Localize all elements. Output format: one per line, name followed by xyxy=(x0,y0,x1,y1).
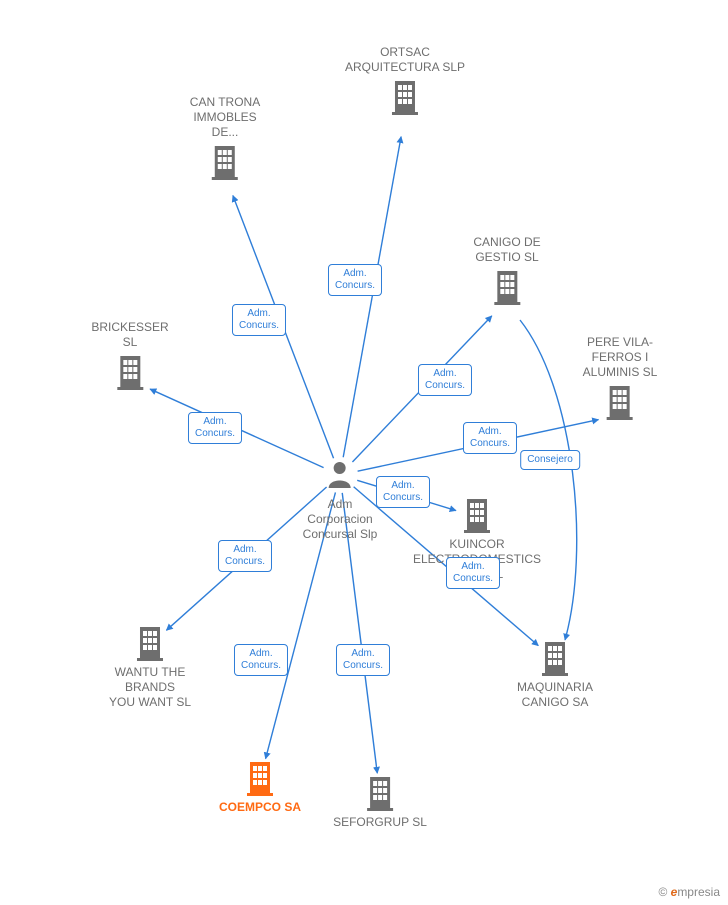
node-wantu[interactable]: WANTU THE BRANDS YOU WANT SL xyxy=(109,625,191,710)
node-label: WANTU THE BRANDS YOU WANT SL xyxy=(109,665,191,710)
building-icon xyxy=(390,79,420,115)
edge-label-cantrona: Adm. Concurs. xyxy=(232,304,286,336)
building-icon xyxy=(605,384,635,420)
building-icon xyxy=(245,760,275,796)
building-icon xyxy=(115,354,145,390)
node-brickesser[interactable]: BRICKESSER SL xyxy=(91,320,168,390)
node-label: COEMPCO SA xyxy=(219,800,301,815)
edge-label-wantu: Adm. Concurs. xyxy=(218,540,272,572)
node-label: CANIGO DE GESTIO SL xyxy=(473,235,540,265)
edge-label-canigo-maquinaria: Consejero xyxy=(520,450,580,470)
node-perevila[interactable]: PERE VILA- FERROS I ALUMINIS SL xyxy=(583,335,658,420)
edge-label-ortsac: Adm. Concurs. xyxy=(328,264,382,296)
building-icon xyxy=(135,625,165,661)
building-icon xyxy=(492,269,522,305)
edges-layer xyxy=(0,0,728,905)
node-label: MAQUINARIA CANIGO SA xyxy=(517,680,593,710)
building-icon xyxy=(540,640,570,676)
edge-label-perevila: Adm. Concurs. xyxy=(463,422,517,454)
node-label: SEFORGRUP SL xyxy=(333,815,427,830)
edge-label-kuincor: Adm. Concurs. xyxy=(376,476,430,508)
center-label: Adm Corporacion Concursal Slp xyxy=(303,497,378,542)
node-label: BRICKESSER SL xyxy=(91,320,168,350)
node-label: ORTSAC ARQUITECTURA SLP xyxy=(345,45,465,75)
building-icon xyxy=(365,775,395,811)
copyright-symbol: © xyxy=(658,885,667,899)
node-coempco[interactable]: COEMPCO SA xyxy=(219,760,301,815)
edge-label-seforgrup: Adm. Concurs. xyxy=(336,644,390,676)
building-icon xyxy=(462,497,492,533)
center-node: Adm Corporacion Concursal Slp xyxy=(303,460,378,542)
network-diagram: ORTSAC ARQUITECTURA SLP CAN TRONA IMMOBL… xyxy=(0,0,728,905)
person-icon xyxy=(327,460,353,488)
node-canigo[interactable]: CANIGO DE GESTIO SL xyxy=(473,235,540,305)
footer-credit: © empresia xyxy=(658,885,720,899)
node-seforgrup[interactable]: SEFORGRUP SL xyxy=(333,775,427,830)
building-icon xyxy=(210,144,240,180)
node-ortsac[interactable]: ORTSAC ARQUITECTURA SLP xyxy=(345,45,465,115)
edge-label-brickesser: Adm. Concurs. xyxy=(188,412,242,444)
node-label: CAN TRONA IMMOBLES DE... xyxy=(190,95,260,140)
brand-name: mpresia xyxy=(677,885,720,899)
edge-label-canigo: Adm. Concurs. xyxy=(418,364,472,396)
node-maquinaria[interactable]: MAQUINARIA CANIGO SA xyxy=(517,640,593,710)
edge-label-maquinaria: Adm. Concurs. xyxy=(446,557,500,589)
node-cantrona[interactable]: CAN TRONA IMMOBLES DE... xyxy=(190,95,260,180)
edge-label-coempco: Adm. Concurs. xyxy=(234,644,288,676)
node-label: PERE VILA- FERROS I ALUMINIS SL xyxy=(583,335,658,380)
